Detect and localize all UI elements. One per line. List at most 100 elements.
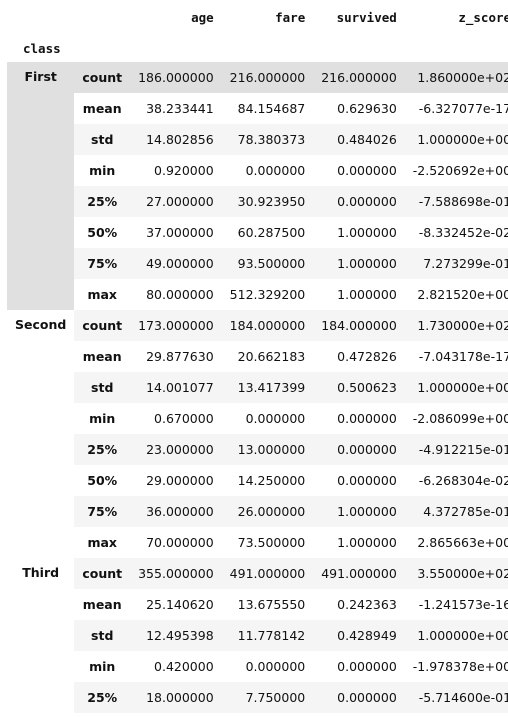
cell-survived: 0.472826 — [337, 349, 397, 364]
cell-fare: 26.000000 — [221, 496, 314, 527]
cell-survived: 0.500623 — [313, 372, 405, 403]
table-row[interactable]: Second count 173.000000 184.000000 184.00000… — [7, 310, 508, 341]
cell-fare: 13.000000 — [221, 434, 314, 465]
cell-z-score: -2.086099e+00 — [412, 411, 508, 426]
cell-fare: 11.778142 — [221, 620, 314, 651]
table-row[interactable]: std 12.495398 11.778142 0.428949 1.000000e+0… — [7, 620, 508, 651]
stat-label: 25% — [74, 682, 131, 713]
stat-label: 75% — [74, 248, 131, 279]
table-row[interactable]: mean 38.233441 84.154687 0.629630 -6.327077e… — [7, 93, 508, 124]
table-row[interactable]: 75% 49.000000 93.500000 1.000000 7.273299e-0… — [7, 248, 508, 279]
table-row[interactable]: 75% 36.000000 26.000000 1.000000 4.372785e-0… — [7, 496, 508, 527]
cell-age: 27.000000 — [130, 186, 222, 217]
stat-label: max — [87, 287, 117, 302]
column-header-row: age fare survived z_score — [7, 0, 508, 34]
cell-fare: 7.750000 — [221, 682, 314, 713]
cell-survived: 491.000000 — [313, 558, 405, 589]
cell-survived: 0.000000 — [313, 186, 405, 217]
group-label: Third — [22, 565, 60, 580]
header-blank — [7, 0, 74, 34]
cell-survived: 1.000000 — [337, 287, 397, 302]
stat-label: 25% — [74, 434, 131, 465]
table-row[interactable]: 50% 37.000000 60.287500 1.000000 -8.332452e-… — [7, 217, 508, 248]
cell-age: 29.000000 — [146, 473, 214, 488]
cell-fare: 0.000000 — [245, 411, 306, 426]
cell-age: 14.802856 — [130, 124, 222, 155]
cell-age: 14.001077 — [130, 372, 222, 403]
cell-fare: 184.000000 — [221, 310, 314, 341]
cell-fare: 30.923950 — [221, 186, 314, 217]
cell-fare: 93.500000 — [221, 248, 314, 279]
stat-label: count — [74, 558, 131, 589]
cell-age: 49.000000 — [130, 248, 222, 279]
column-header-survived: survived — [336, 9, 397, 25]
cell-z-score: 4.372785e-01 — [404, 496, 508, 527]
cell-z-score: -2.520692e+00 — [412, 163, 508, 178]
index-name: class — [23, 40, 61, 56]
stat-label: 50% — [87, 225, 118, 240]
table-row[interactable]: max 70.000000 73.500000 1.000000 2.865663e+0… — [7, 527, 508, 558]
stat-label: std — [74, 620, 131, 651]
table-row[interactable]: max 80.000000 512.329200 1.000000 2.821520e+… — [7, 279, 508, 310]
index-name-row: class — [7, 34, 508, 62]
cell-survived: 0.000000 — [337, 473, 397, 488]
cell-fare: 0.000000 — [245, 163, 306, 178]
cell-z-score: 1.860000e+02 — [404, 62, 508, 93]
column-header-age: age — [191, 9, 214, 25]
cell-age: 23.000000 — [130, 434, 222, 465]
cell-fare: 84.154687 — [237, 101, 306, 116]
table-row[interactable]: min 0.420000 0.000000 0.000000 -1.978378e+00 — [7, 651, 508, 682]
cell-survived: 0.000000 — [337, 659, 397, 674]
cell-age: 38.233441 — [146, 101, 214, 116]
cell-z-score: 2.865663e+00 — [417, 535, 508, 550]
table-row[interactable]: std 14.001077 13.417399 0.500623 1.000000e+0… — [7, 372, 508, 403]
cell-survived: 0.000000 — [337, 411, 397, 426]
cell-survived: 0.000000 — [313, 434, 405, 465]
group-label: First — [7, 62, 75, 310]
table-row[interactable]: First count 186.000000 216.000000 216.000000… — [7, 62, 508, 310]
table-row[interactable]: mean 29.877630 20.662183 0.472826 -7.043178e… — [7, 341, 508, 372]
stat-label: max — [87, 535, 117, 550]
table-row[interactable]: 50% 29.000000 14.250000 0.000000 -6.268304e-… — [7, 465, 508, 496]
cell-z-score: -4.912215e-01 — [404, 434, 508, 465]
table-row[interactable]: 25% 27.000000 30.923950 0.000000 -7.588698e-… — [7, 186, 508, 217]
table-row[interactable]: min 0.920000 0.000000 0.000000 -2.520692e+00 — [7, 155, 508, 186]
cell-survived: 0.000000 — [337, 163, 397, 178]
cell-survived: 0.242363 — [337, 597, 397, 612]
cell-age: 70.000000 — [146, 535, 214, 550]
cell-z-score: 1.730000e+02 — [404, 310, 508, 341]
stat-label: 50% — [87, 473, 118, 488]
cell-survived: 1.000000 — [313, 248, 405, 279]
cell-z-score: 3.550000e+02 — [404, 558, 508, 589]
cell-age: 173.000000 — [130, 310, 222, 341]
stat-label: std — [74, 124, 131, 155]
cell-z-score: -1.241573e-16 — [418, 597, 508, 612]
table-row[interactable]: min 0.670000 0.000000 0.000000 -2.086099e+00 — [7, 403, 508, 434]
cell-z-score: 1.000000e+00 — [404, 372, 508, 403]
cell-z-score: -8.332452e-02 — [418, 225, 508, 240]
table-row[interactable]: std 14.802856 78.380373 0.484026 1.000000e+0… — [7, 124, 508, 155]
cell-fare: 73.500000 — [237, 535, 306, 550]
cell-age: 0.670000 — [154, 411, 214, 426]
cell-fare: 0.000000 — [245, 659, 306, 674]
cell-survived: 0.484026 — [313, 124, 405, 155]
cell-fare: 13.675550 — [237, 597, 306, 612]
table-row[interactable]: 25% 23.000000 13.000000 0.000000 -4.912215e-… — [7, 434, 508, 465]
cell-survived: 184.000000 — [313, 310, 405, 341]
cell-fare: 491.000000 — [221, 558, 314, 589]
table-row[interactable]: mean 25.140620 13.675550 0.242363 -1.241573e… — [7, 589, 508, 620]
cell-z-score: -5.714600e-01 — [404, 682, 508, 713]
cell-age: 36.000000 — [130, 496, 222, 527]
header-blank — [74, 0, 130, 34]
column-header-z-score: z_score — [458, 9, 508, 25]
table-row[interactable]: Third count 355.000000 491.000000 491.000000… — [7, 558, 508, 589]
cell-z-score: -7.043178e-17 — [418, 349, 508, 364]
cell-survived: 1.000000 — [313, 496, 405, 527]
cell-z-score: -6.327077e-17 — [418, 101, 508, 116]
table-row[interactable]: 25% 18.000000 7.750000 0.000000 -5.714600e-0… — [7, 682, 508, 713]
cell-age: 355.000000 — [130, 558, 222, 589]
cell-z-score: -6.268304e-02 — [418, 473, 508, 488]
cell-z-score: 1.000000e+00 — [404, 124, 508, 155]
stat-label: 75% — [74, 496, 131, 527]
stat-label: mean — [82, 349, 122, 364]
